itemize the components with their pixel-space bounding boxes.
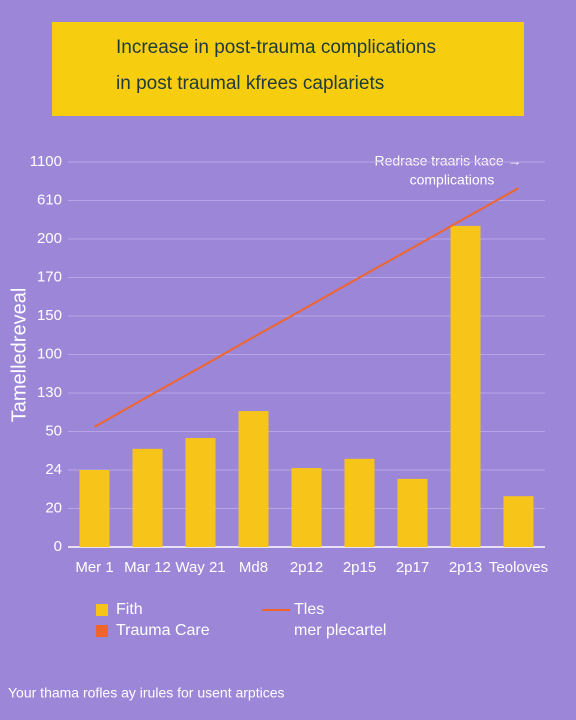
legend-note: mer plecartel <box>294 622 386 639</box>
y-tick-label: 100 <box>37 345 62 362</box>
y-tick-label: 130 <box>37 384 62 401</box>
legend-swatch <box>96 625 108 637</box>
x-tick-label: Teoloves <box>489 559 548 576</box>
y-tick-label: 20 <box>45 499 62 516</box>
y-tick-label: 0 <box>54 538 62 555</box>
bar <box>344 458 375 547</box>
legend-swatch <box>96 604 108 616</box>
bar <box>503 496 534 547</box>
bar <box>185 438 216 547</box>
chart-title: in post traumal kfrees caplariets <box>116 73 384 94</box>
bar <box>238 411 269 547</box>
x-tick-label: 2p12 <box>290 559 323 576</box>
y-tick-label: 24 <box>45 461 62 478</box>
x-tick-label: Mar 12 <box>124 559 171 576</box>
x-tick-label: Mer 1 <box>75 559 113 576</box>
y-tick-label: 170 <box>37 268 62 285</box>
trend-line <box>94 187 519 428</box>
y-tick-label: 610 <box>37 191 62 208</box>
legend-label: Tles <box>294 601 324 618</box>
x-tick-label: 2p17 <box>396 559 429 576</box>
annotation: complications <box>410 172 495 188</box>
bar <box>132 448 163 547</box>
y-axis-label: Tamelledreveal <box>8 288 30 423</box>
bar <box>79 470 110 547</box>
chart-title: Increase in post-trauma complications <box>116 37 436 58</box>
bar <box>291 468 322 547</box>
y-tick-label: 1100 <box>30 153 62 170</box>
bar <box>450 225 481 547</box>
x-tick-label: Md8 <box>239 559 268 576</box>
y-tick-label: 150 <box>37 307 62 324</box>
x-tick-label: Way 21 <box>175 559 225 576</box>
x-tick-label: 2p13 <box>449 559 482 576</box>
footer: Your thama rofles ay irules for usent ar… <box>8 685 285 701</box>
y-tick-label: 200 <box>37 230 62 247</box>
x-tick-label: 2p15 <box>343 559 376 576</box>
y-tick-label: 50 <box>45 422 62 439</box>
annotation: Redrase traaris kace → <box>374 153 521 169</box>
bar <box>397 478 428 547</box>
title-box <box>52 22 524 116</box>
legend-label: Fith <box>116 601 143 618</box>
legend-label: Trauma Care <box>116 622 210 639</box>
